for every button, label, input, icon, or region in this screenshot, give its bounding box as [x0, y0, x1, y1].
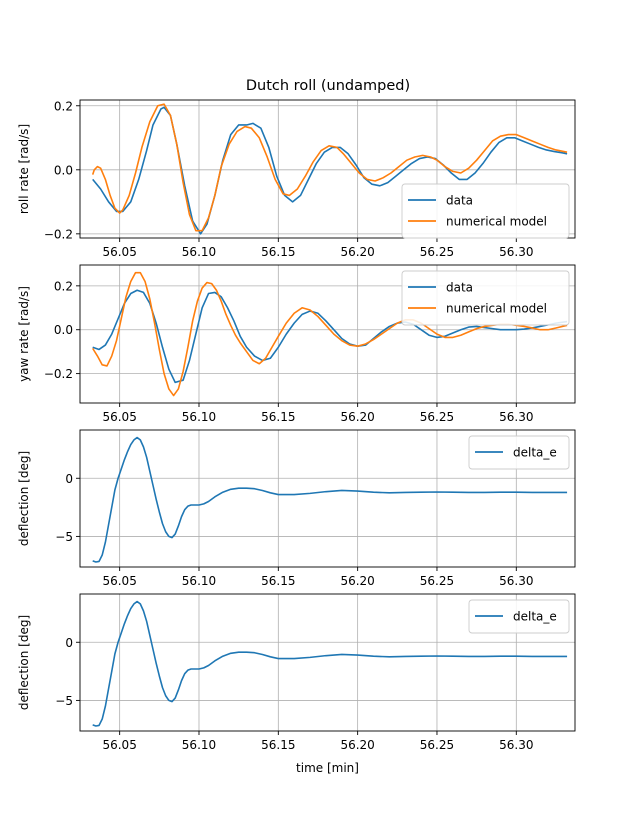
legend-label: numerical model — [446, 302, 547, 316]
y-tick-label: 0.0 — [54, 323, 73, 337]
subplot-2: 56.05 56.10 56.15 56.20 56.25 56.30 −0.2 0.0 0.2… — [17, 264, 576, 424]
y-tick-label: −5 — [55, 530, 73, 544]
x-tick-label: 56.25 — [420, 574, 454, 588]
x-tick-label: 56.05 — [102, 574, 136, 588]
x-tick-label: 56.10 — [182, 574, 216, 588]
x-tick-label: 56.25 — [420, 245, 454, 259]
x-tick-label: 56.05 — [102, 245, 136, 259]
y-axis-label: deflection [deg] — [17, 615, 31, 710]
series-line-data — [92, 289, 568, 384]
y-tick-label: −5 — [55, 694, 73, 708]
legend-box — [468, 435, 570, 470]
x-axis-label: time [min] — [296, 761, 359, 775]
subplot-4: 56.05 56.10 56.15 56.20 56.25 56.30 −5 0 deflect… — [17, 593, 576, 775]
x-tick-label: 56.15 — [261, 245, 295, 259]
legend: data numerical model — [401, 183, 570, 239]
x-tick-label: 56.15 — [261, 738, 295, 752]
y-axis-label: roll rate [rad/s] — [17, 124, 31, 214]
y-tick-label: 0 — [65, 636, 73, 650]
x-tick-label: 56.10 — [182, 245, 216, 259]
legend-label: data — [446, 194, 473, 208]
series-line-delta_e — [92, 600, 568, 727]
x-tick-label: 56.20 — [340, 245, 374, 259]
x-tick-label: 56.20 — [340, 410, 374, 424]
legend-label: data — [446, 281, 473, 295]
subplot-3: 56.05 56.10 56.15 56.20 56.25 56.30 −5 0 deflect… — [17, 429, 576, 588]
axes-frame — [79, 593, 576, 732]
x-tick-label: 56.15 — [261, 410, 295, 424]
x-tick-label: 56.10 — [182, 410, 216, 424]
x-tick-label: 56.10 — [182, 738, 216, 752]
y-tick-label: −0.2 — [44, 367, 73, 381]
legend-box — [468, 599, 570, 634]
y-axis-label: yaw rate [rad/s] — [17, 286, 31, 382]
x-tick-label: 56.30 — [499, 738, 533, 752]
x-tick-label: 56.25 — [420, 738, 454, 752]
y-tick-label: 0 — [65, 472, 73, 486]
subplot-stack: 56.05 56.10 56.15 56.20 56.25 56.30 −0.2 0.0 0.2… — [17, 99, 576, 775]
legend-label: delta_e — [513, 610, 557, 624]
subplot-1: 56.05 56.10 56.15 56.20 56.25 56.30 −0.2 0.0 0.2… — [17, 99, 576, 259]
series-line-delta_e — [92, 436, 568, 563]
legend-box — [401, 270, 570, 326]
y-tick-label: −0.2 — [44, 227, 73, 241]
y-tick-label: 0.2 — [54, 99, 73, 113]
x-tick-label: 56.05 — [102, 410, 136, 424]
legend-label: delta_e — [513, 446, 557, 460]
x-tick-label: 56.30 — [499, 574, 533, 588]
legend: delta_e — [468, 435, 570, 470]
axes-frame — [79, 429, 576, 568]
axes-frame — [79, 264, 576, 404]
x-tick-label: 56.25 — [420, 410, 454, 424]
y-tick-label: 0.2 — [54, 279, 73, 293]
legend-label: numerical model — [446, 215, 547, 229]
figure-title: Dutch roll (undamped) — [246, 78, 410, 94]
axes-frame — [79, 99, 576, 239]
x-tick-label: 56.20 — [340, 738, 374, 752]
series-line-numerical-model — [91, 103, 568, 232]
y-tick-label: 0.0 — [54, 163, 73, 177]
x-tick-label: 56.30 — [499, 410, 533, 424]
x-tick-label: 56.30 — [499, 245, 533, 259]
x-tick-label: 56.15 — [261, 574, 295, 588]
legend: data numerical model — [401, 270, 570, 326]
series-line-data — [92, 106, 568, 235]
legend: delta_e — [468, 599, 570, 634]
legend-box — [401, 183, 570, 239]
x-tick-label: 56.05 — [102, 738, 136, 752]
y-axis-label: deflection [deg] — [17, 451, 31, 546]
series-line-numerical-model — [92, 271, 568, 397]
x-tick-label: 56.20 — [340, 574, 374, 588]
